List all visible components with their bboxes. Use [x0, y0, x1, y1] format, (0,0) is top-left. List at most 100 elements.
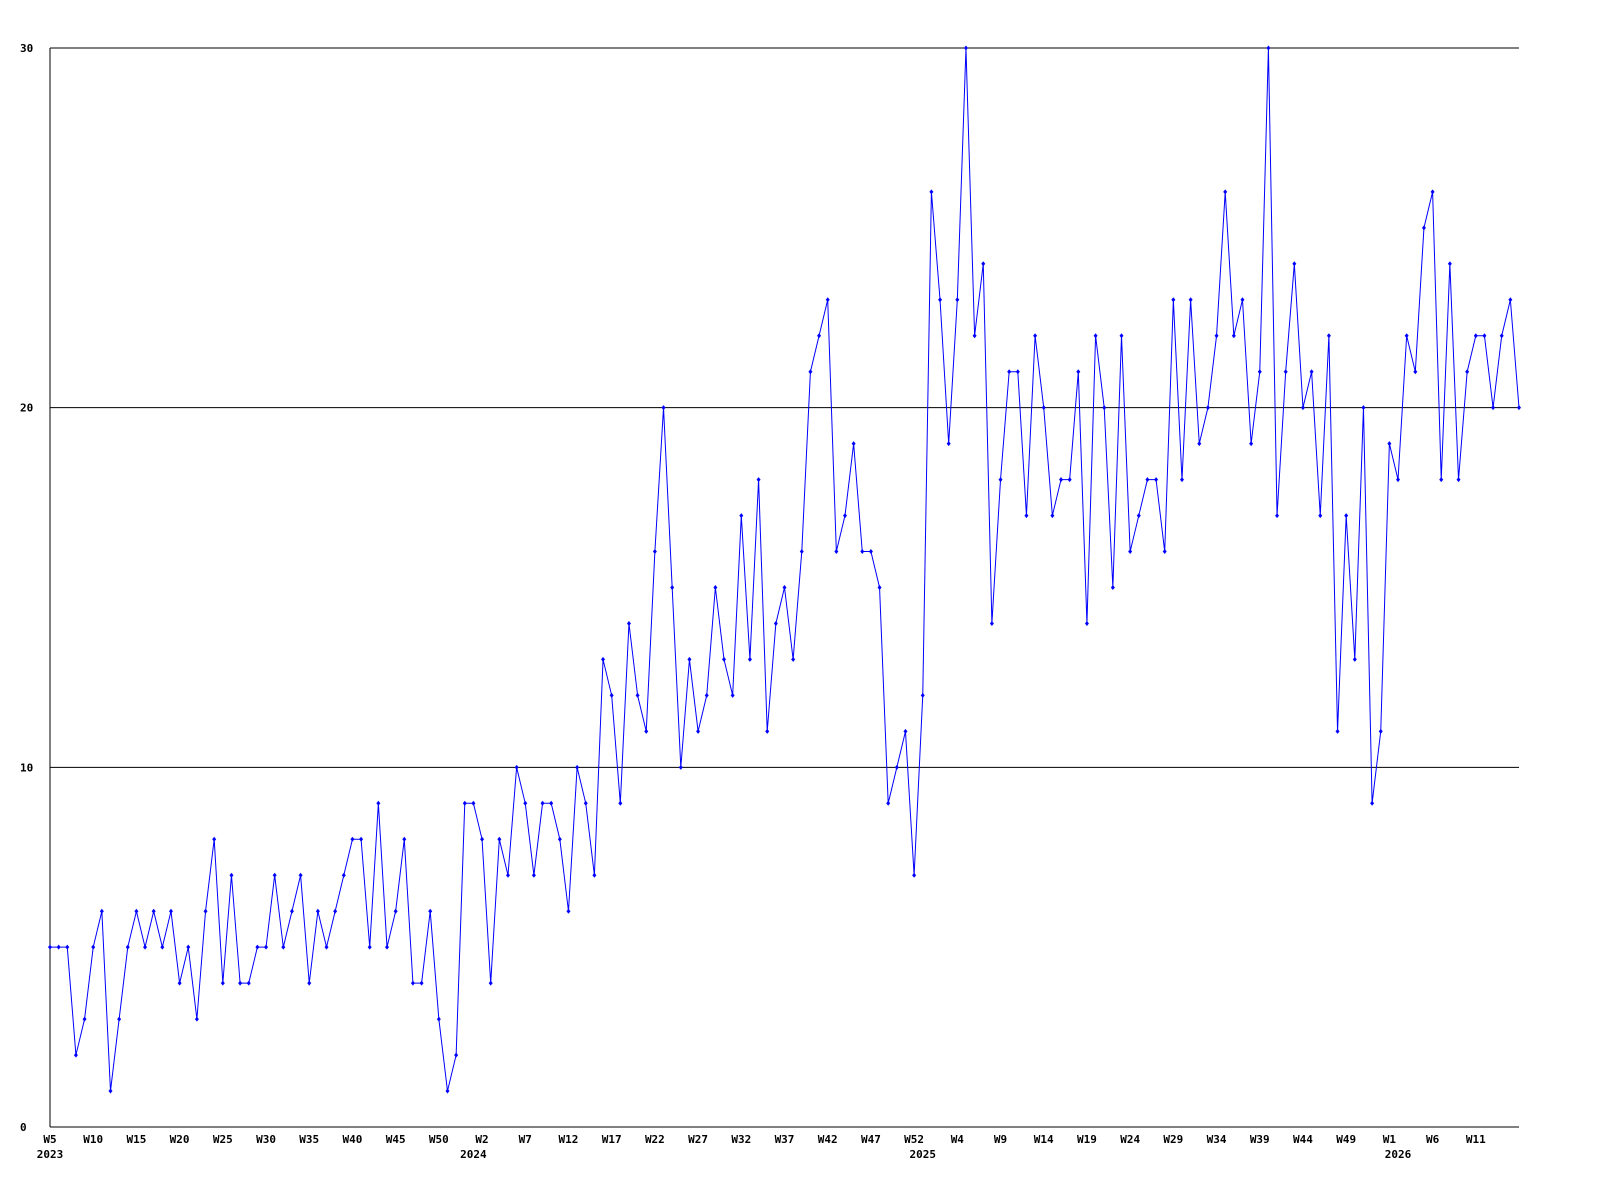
y-tick-label: 0	[20, 1121, 27, 1134]
x-tick-label: W39	[1250, 1133, 1270, 1146]
marker	[963, 45, 968, 51]
x-tick-label: W22	[645, 1133, 665, 1146]
marker	[549, 800, 554, 806]
marker	[1292, 261, 1297, 267]
line	[50, 47, 1520, 1092]
marker	[1491, 405, 1496, 411]
x-tick-label: W17	[602, 1133, 622, 1146]
marker	[419, 980, 424, 986]
marker	[410, 980, 415, 986]
marker	[134, 908, 139, 914]
x-tick-label: W32	[731, 1133, 751, 1146]
marker	[194, 1016, 199, 1022]
marker	[1404, 333, 1409, 339]
x-tick-label: W20	[170, 1133, 190, 1146]
marker	[1335, 728, 1340, 734]
marker	[739, 513, 744, 519]
marker	[1033, 333, 1038, 339]
marker	[177, 980, 182, 986]
marker	[1067, 477, 1072, 483]
marker	[125, 944, 130, 950]
marker	[903, 728, 908, 734]
marker	[912, 872, 917, 878]
x-tick-label: W19	[1077, 1133, 1097, 1146]
marker	[73, 1052, 78, 1058]
marker	[540, 800, 545, 806]
marker	[488, 980, 493, 986]
marker	[428, 908, 433, 914]
marker	[315, 908, 320, 914]
marker	[592, 872, 597, 878]
marker	[1421, 225, 1426, 231]
marker	[1499, 333, 1504, 339]
marker	[186, 944, 191, 950]
x-tick-label: W11	[1466, 1133, 1486, 1146]
year-label: 2023	[37, 1148, 64, 1161]
marker	[436, 1016, 441, 1022]
year-label: 2026	[1385, 1148, 1412, 1161]
marker	[817, 333, 822, 339]
y-tick-label: 20	[20, 402, 33, 415]
marker	[56, 944, 61, 950]
marker	[1249, 441, 1254, 447]
marker	[1352, 656, 1357, 662]
marker	[454, 1052, 459, 1058]
marker	[82, 1016, 87, 1022]
marker	[1084, 620, 1089, 626]
marker	[1136, 513, 1141, 519]
marker	[678, 764, 683, 770]
marker	[773, 620, 778, 626]
marker	[851, 441, 856, 447]
marker	[143, 944, 148, 950]
marker	[722, 656, 727, 662]
marker	[1275, 513, 1280, 519]
marker	[1344, 513, 1349, 519]
x-tick-label: W10	[83, 1133, 103, 1146]
marker	[989, 620, 994, 626]
marker	[281, 944, 286, 950]
year-label: 2024	[460, 1148, 487, 1161]
x-tick-label: W4	[951, 1133, 965, 1146]
marker	[393, 908, 398, 914]
marker	[462, 800, 467, 806]
marker	[1370, 800, 1375, 806]
marker	[1050, 513, 1055, 519]
marker	[1430, 189, 1435, 195]
marker	[687, 656, 692, 662]
x-tick-label: W6	[1426, 1133, 1440, 1146]
x-tick-label: W2	[475, 1133, 488, 1146]
marker	[229, 872, 234, 878]
marker	[1361, 405, 1366, 411]
marker	[652, 549, 657, 555]
marker	[626, 620, 631, 626]
marker	[402, 836, 407, 842]
marker	[834, 549, 839, 555]
marker	[289, 908, 294, 914]
marker	[1447, 261, 1452, 267]
marker	[514, 764, 519, 770]
marker	[998, 477, 1003, 483]
marker	[1214, 333, 1219, 339]
marker	[376, 800, 381, 806]
x-tick-label: W7	[519, 1133, 532, 1146]
marker	[1162, 549, 1167, 555]
marker	[160, 944, 165, 950]
marker	[955, 297, 960, 303]
marker	[1473, 333, 1478, 339]
x-tick-label: W9	[994, 1133, 1007, 1146]
marker	[523, 800, 528, 806]
marker	[1119, 333, 1124, 339]
x-tick-label: W12	[559, 1133, 579, 1146]
marker	[1396, 477, 1401, 483]
marker	[670, 585, 675, 590]
marker	[618, 800, 623, 806]
marker	[1145, 477, 1150, 483]
marker	[1257, 369, 1262, 375]
marker	[644, 728, 649, 734]
marker	[877, 585, 882, 590]
marker	[1240, 297, 1245, 303]
x-tick-label: W35	[299, 1133, 319, 1146]
marker	[920, 692, 925, 698]
marker	[601, 656, 606, 662]
